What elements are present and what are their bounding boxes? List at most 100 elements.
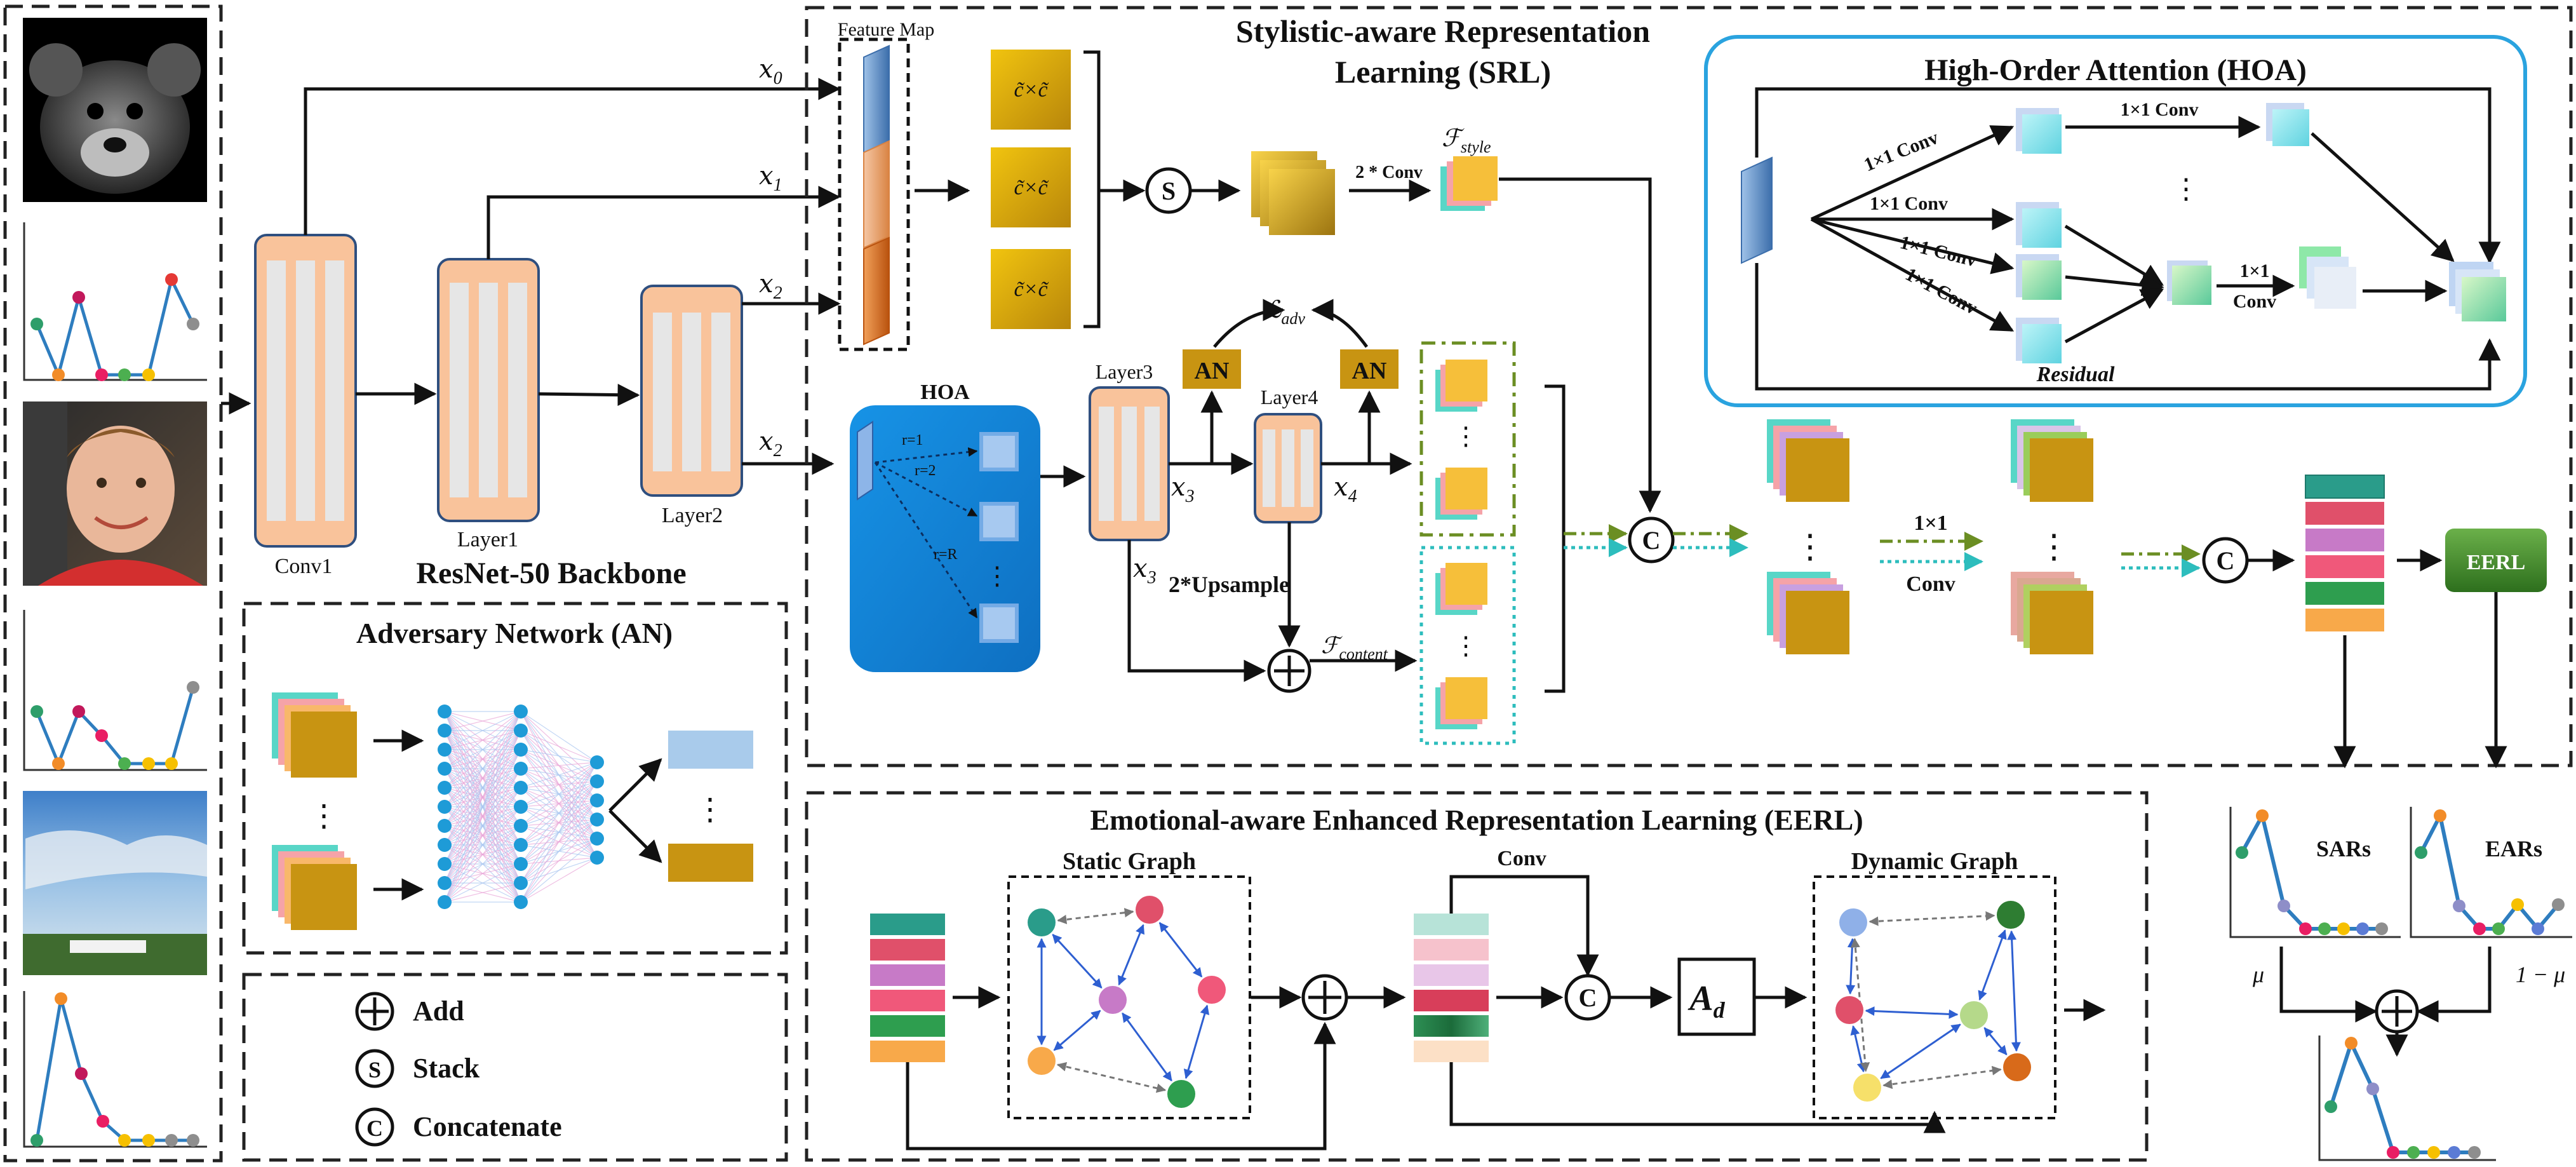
nn-node (514, 781, 528, 795)
an-output-domain (668, 731, 753, 769)
an-output-class (668, 844, 753, 882)
feature-map-x0 (863, 44, 890, 154)
nn-node (438, 857, 452, 871)
nn-node (438, 724, 452, 738)
nn-node (514, 705, 528, 718)
mu-label: μ (2252, 962, 2264, 987)
hoa-conv-b: 1×1 Conv (1870, 193, 1948, 214)
ears-chart: EARs (2410, 807, 2572, 938)
layer4-dots: ⋮ (1453, 422, 1479, 450)
fusion-dots: ⋮ (2037, 529, 2070, 565)
hoa-title: High-Order Attention (HOA) (1924, 53, 2307, 87)
legend-concat-label: Concatenate (413, 1111, 562, 1142)
srl-title-line1: Stylistic-aware Representation (1236, 13, 1650, 49)
content-features: ⋮ (1435, 563, 1487, 729)
hoa-conv-e: 1×1 Conv (2121, 99, 2199, 120)
graph-node (1028, 1047, 1056, 1075)
f-content-label: ℱcontent (1321, 633, 1388, 663)
hoa-conv-f-line1: 1×1 (2239, 260, 2269, 281)
nn-node (590, 832, 604, 846)
gram-1: c̃×c̃ (1014, 78, 1049, 102)
resnet-backbone: Conv1 Layer1 Layer2 ResNet-50 Backbone 𝑥… (254, 55, 841, 590)
graph-node (1835, 996, 1863, 1024)
static-graph-box (1007, 875, 1251, 1119)
legend-stack-icon (355, 1049, 394, 1088)
fusion-conv-line1: 1×1 (1914, 511, 1947, 535)
two-conv-label: 2 * Conv (1355, 163, 1423, 182)
fused-dots: ⋮ (1794, 529, 1827, 565)
eerl-conv-label: Conv (1497, 847, 1546, 870)
graph-node (1839, 908, 1867, 936)
nn-node (438, 895, 452, 909)
ad-label: Ad (1687, 979, 1725, 1023)
x3-label-a: 𝑥3 (1171, 473, 1195, 506)
concat-operator-2-symbol: C (2217, 546, 2235, 575)
nn-node (514, 800, 528, 814)
nn-node (438, 838, 452, 852)
nn-node (438, 800, 452, 814)
nn-node (438, 705, 452, 718)
graph-node (1960, 1001, 1988, 1029)
nn-node (514, 743, 528, 757)
r1-label: r=1 (902, 432, 923, 449)
nn-node (590, 793, 604, 807)
nn-node (514, 724, 528, 738)
nn-node (514, 819, 528, 833)
nn-node (514, 838, 528, 852)
legend-concat-icon (355, 1107, 394, 1147)
hoa-block: HOA r=1 r=2 r=R ⋮ (850, 381, 1040, 672)
gram-3: c̃×c̃ (1014, 278, 1049, 301)
an-box-2-label: AN (1352, 358, 1387, 384)
graph-node (1136, 896, 1164, 924)
x4-label: 𝑥4 (1334, 473, 1357, 506)
nn-node (514, 762, 528, 776)
layer4-feature-group (1419, 341, 1516, 537)
hoa-conv-a: 1×1 Conv (1861, 127, 1941, 176)
layer2-label: Layer2 (662, 504, 723, 527)
hoa-conv-d: 1×1 Conv (1902, 264, 1981, 319)
child-photo (23, 401, 207, 586)
fused-representation-stack (2305, 475, 2385, 631)
stacked-gram-features (1251, 151, 1335, 235)
fusion-conv-line2: Conv (1906, 572, 1955, 596)
hoa-block-label: HOA (920, 381, 970, 404)
output-panel: SARs EARs μ 1 − μ (2229, 807, 2572, 1161)
nn-node (514, 895, 528, 909)
final-distribution-chart (2318, 1035, 2496, 1161)
residual-label: Residual (2036, 363, 2115, 386)
nn-node (590, 813, 604, 826)
hoa-block-dots: ⋮ (984, 562, 1010, 590)
nn-node (590, 851, 604, 865)
layer3: Layer3 (1089, 360, 1170, 541)
monkey-plush-image (23, 18, 207, 202)
fused-features: ⋮ 1×1 Conv ⋮ C EERL (1767, 419, 2547, 769)
upsample-label: 2*Upsample (1169, 572, 1289, 597)
nn-node (438, 762, 452, 776)
feature-map-label: Feature Map (838, 19, 934, 40)
gram-2: c̃×c̃ (1014, 176, 1049, 199)
x2-label-a: 𝑥2 (759, 269, 782, 303)
x3-label-b: 𝑥3 (1133, 554, 1157, 588)
nn-node (590, 755, 604, 769)
graph-node (1099, 986, 1127, 1014)
sars-label: SARs (2316, 836, 2371, 861)
r2-label: r=2 (915, 462, 936, 479)
backbone-title: ResNet-50 Backbone (416, 557, 686, 590)
layer4-label: Layer4 (1261, 386, 1318, 408)
nn-node (438, 743, 452, 757)
dynamic-graph-label: Dynamic Graph (1851, 848, 2018, 875)
hoa-dots: ⋮ (2172, 173, 2200, 205)
conv1-label: Conv1 (275, 555, 333, 578)
eerl-input-stack (870, 914, 945, 1062)
emotion-distribution-chart-1 (23, 222, 207, 381)
nn-node (438, 876, 452, 890)
dynamic-graph (1835, 901, 2031, 1102)
adversary-network-panel: Adversary Network (AN) ⋮ ⋮ (242, 602, 788, 955)
content-dots: ⋮ (1453, 631, 1479, 660)
concat-operator-1-symbol: C (1642, 526, 1661, 555)
layer1-label: Layer1 (457, 528, 518, 551)
an-input-dots: ⋮ (309, 799, 339, 833)
sars-chart: SARs (2229, 807, 2401, 938)
layer4-features: ⋮ (1435, 360, 1487, 520)
neural-network-graphic (438, 705, 604, 909)
